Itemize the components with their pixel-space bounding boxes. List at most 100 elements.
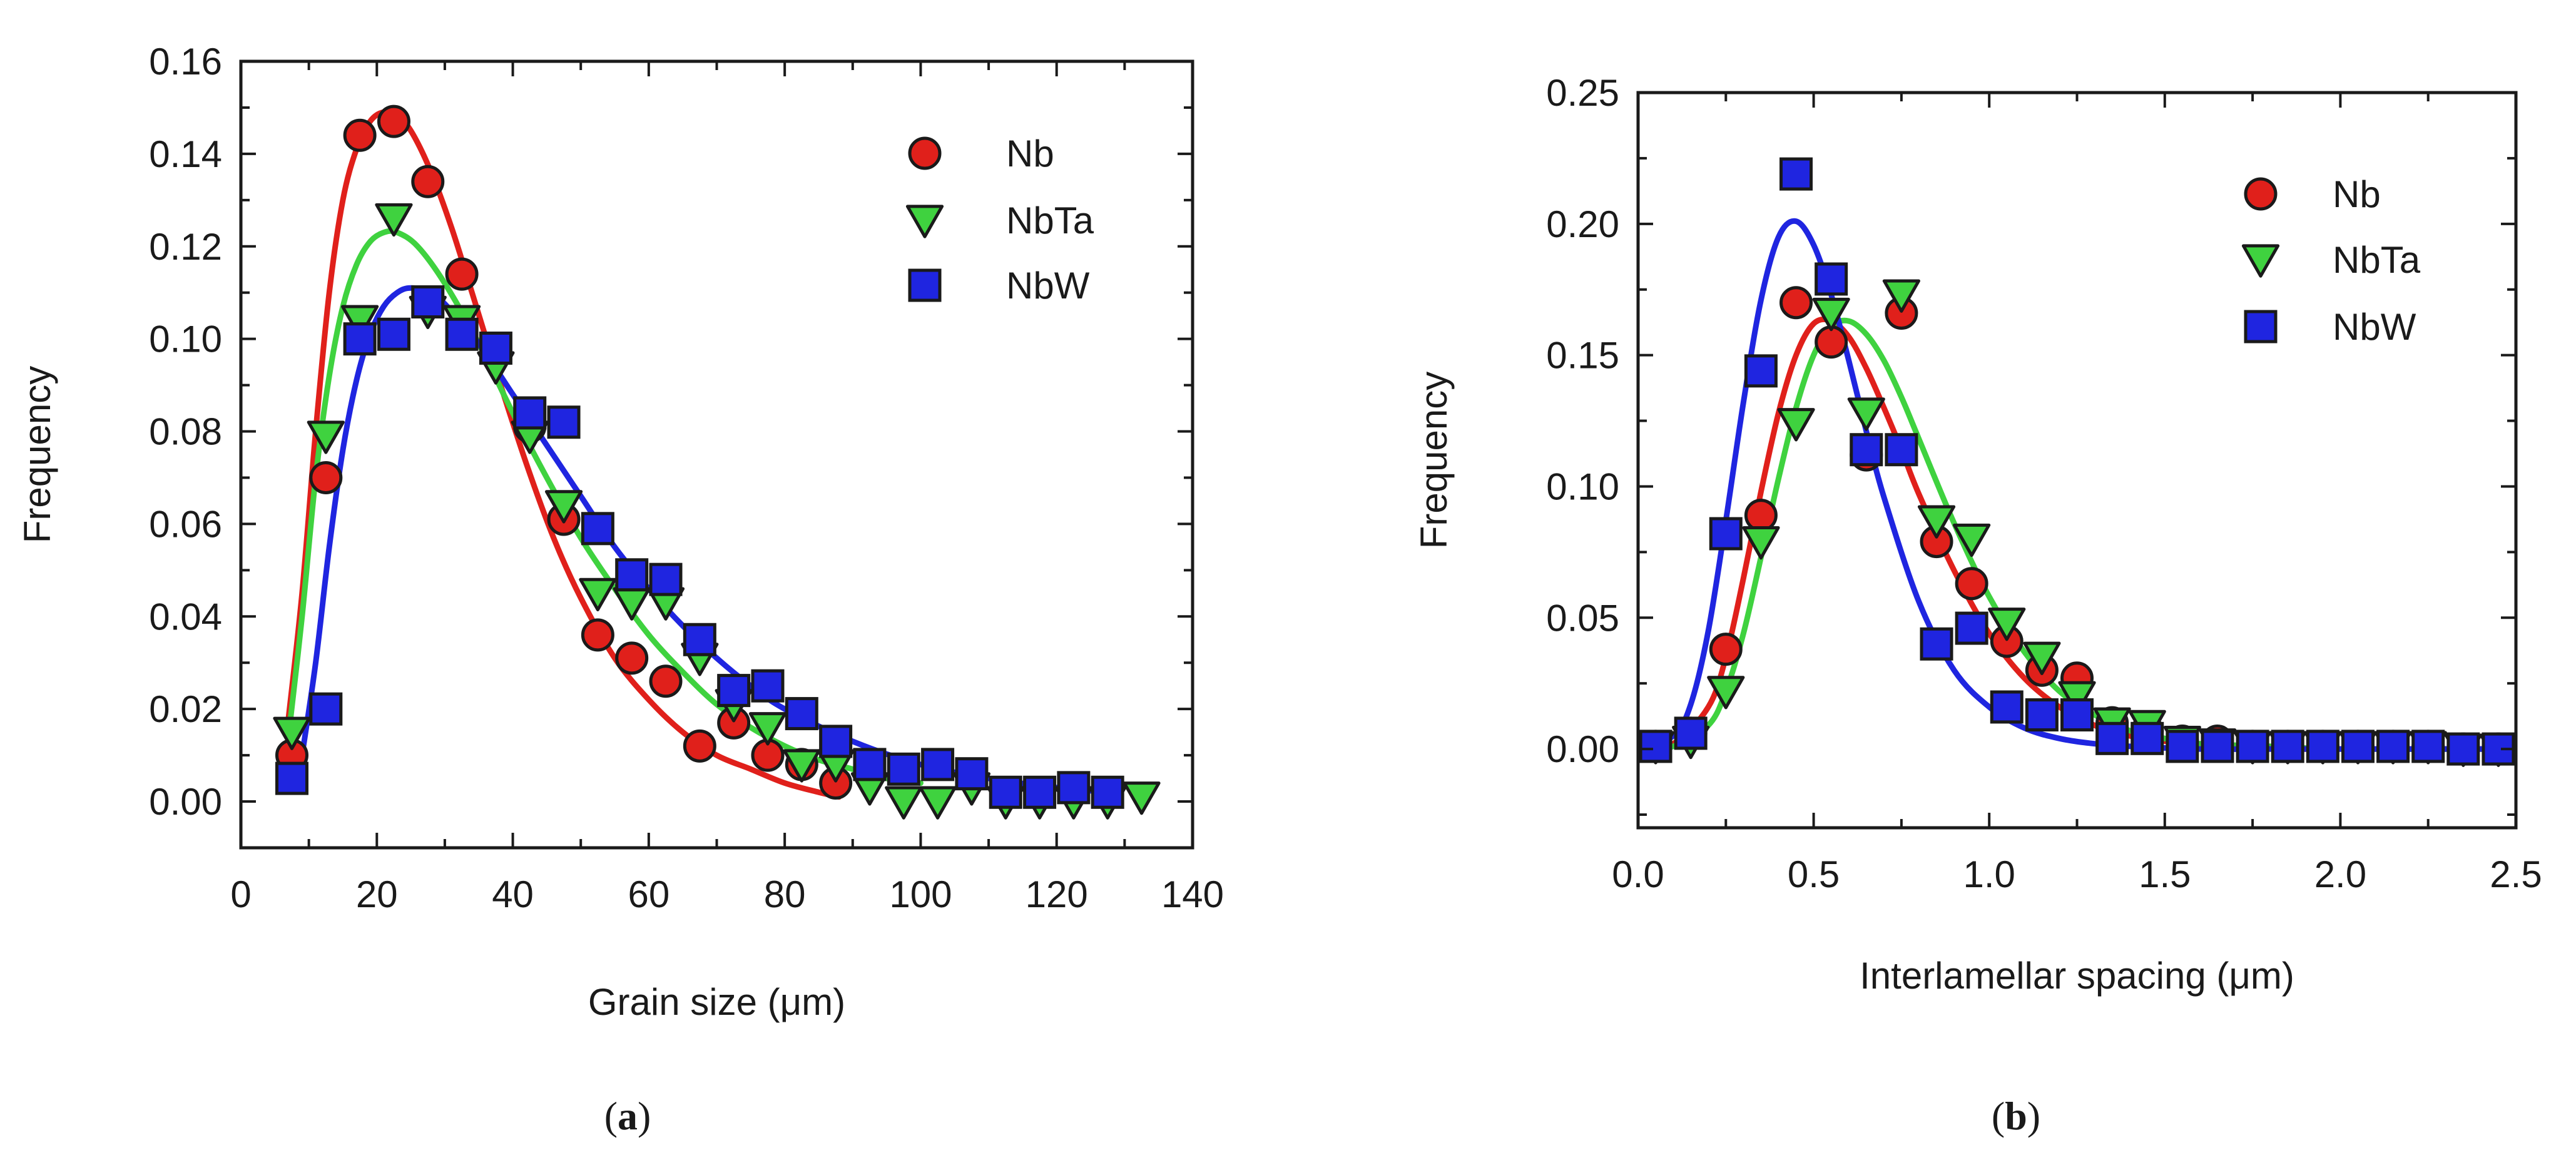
- data-point-a-nbw: [785, 697, 818, 731]
- legend-marker-a-nb: [908, 136, 942, 170]
- data-point-a-nbw: [1057, 771, 1091, 805]
- data-point-b-nbta: [1707, 676, 1745, 710]
- y-tick-label-b: 0.15: [1546, 335, 1619, 377]
- y-axis-title-b: Frequency: [1413, 372, 1455, 549]
- data-point-b-nbw: [1885, 433, 1918, 467]
- legend-marker-a-nbw: [908, 268, 942, 302]
- data-point-a-nbw: [377, 317, 410, 351]
- y-tick-label-b: 0.10: [1546, 465, 1619, 507]
- data-point-a-nbw: [615, 558, 649, 592]
- x-tick-label-b: 2.0: [2314, 853, 2366, 895]
- data-point-b-nbw: [2306, 730, 2339, 763]
- data-point-a-nbta: [375, 203, 413, 237]
- data-point-a-nbw: [887, 752, 920, 786]
- data-point-a-nbw: [955, 757, 989, 791]
- y-tick-label-b: 0.20: [1546, 203, 1619, 245]
- data-point-a-nbta: [307, 420, 345, 454]
- legend-label-b-nbw: NbW: [2333, 306, 2416, 348]
- legend-marker-b-nb: [2244, 177, 2278, 211]
- y-tick-label-a: 0.02: [149, 688, 222, 730]
- x-tick-label-a: 80: [764, 873, 806, 915]
- data-point-b-nbta: [1812, 297, 1850, 332]
- data-point-a-nbta: [579, 577, 617, 612]
- data-point-b-nb: [1955, 567, 1988, 601]
- data-point-b-nbw: [1744, 354, 1778, 388]
- data-point-a-nbw: [683, 623, 716, 656]
- data-point-a-nb: [683, 729, 716, 763]
- y-tick-label-a: 0.06: [149, 503, 222, 545]
- data-point-a-nbta: [273, 716, 311, 750]
- panel-caption-open-b: (: [1992, 1094, 2005, 1138]
- data-point-b-nb: [1815, 325, 1848, 359]
- data-point-a-nb: [581, 618, 614, 652]
- data-point-a-nbw: [717, 674, 751, 708]
- data-point-a-nbw: [581, 512, 614, 546]
- x-tick-label-b: 2.5: [2490, 853, 2542, 895]
- x-tick-label-b: 0.5: [1788, 853, 1840, 895]
- y-tick-label-a: 0.16: [149, 41, 222, 83]
- data-point-a-nbw: [989, 775, 1022, 809]
- panel-caption-close-a: ): [638, 1094, 651, 1138]
- legend-label-b-nbta: NbTa: [2333, 239, 2421, 281]
- chart-panel-b: 0.0 0.5 1.0 1.5 2.0 2.5 0.00 0.05 0.10 0.15 0.20 0.…: [1413, 72, 2542, 1138]
- data-point-b-nbta: [1777, 408, 1815, 442]
- y-tick-label-a: 0.08: [149, 411, 222, 453]
- legend-label-b-nb: Nb: [2333, 173, 2381, 215]
- data-point-a-nbta: [544, 490, 583, 524]
- panel-caption-letter-b: b: [2005, 1094, 2027, 1138]
- data-point-b-nb: [1779, 286, 1813, 320]
- data-point-a-nbw: [411, 285, 445, 318]
- data-point-a-nbta: [341, 305, 379, 338]
- data-point-b-nbta: [1847, 397, 1885, 431]
- data-point-b-nbw: [1639, 730, 1672, 763]
- data-point-a-nbw: [343, 322, 377, 356]
- data-point-b-nbta: [2058, 681, 2096, 715]
- legend-b: Nb NbTa NbW: [2241, 173, 2421, 348]
- data-point-b-nb: [1709, 633, 1743, 666]
- data-point-b-nbw: [2025, 698, 2059, 732]
- data-point-a-nbw: [751, 669, 785, 703]
- data-point-b-nbw: [1709, 517, 1743, 551]
- data-point-a-nbw: [547, 405, 581, 439]
- y-tick-label-a: 0.12: [149, 226, 222, 268]
- panel-caption-b: (b): [1992, 1094, 2040, 1138]
- legend-marker-b-nbta: [2241, 244, 2280, 278]
- data-point-b-nbta: [1742, 526, 1780, 560]
- data-point-a-nbw: [275, 761, 308, 795]
- data-point-a-nb: [649, 664, 683, 698]
- data-point-b-nbw: [1815, 262, 1848, 296]
- data-point-b-nbw: [2376, 730, 2410, 763]
- data-point-a-nbta: [885, 786, 923, 820]
- data-point-b-nbw: [1674, 716, 1708, 750]
- data-point-b-nbw: [2446, 732, 2480, 766]
- x-tick-label-a: 120: [1026, 873, 1088, 915]
- legend-marker-b-nbw: [2244, 310, 2278, 343]
- y-tick-label-a: 0.04: [149, 596, 222, 638]
- data-point-b-nbw: [2201, 730, 2234, 763]
- data-point-a-nb: [411, 165, 445, 198]
- y-tick-label-b: 0.05: [1546, 597, 1619, 639]
- data-point-a-nbw: [445, 317, 479, 351]
- x-tick-label-b: 1.0: [1963, 853, 2015, 895]
- data-point-a-nbw: [649, 562, 683, 596]
- data-point-a-nbta: [1123, 781, 1161, 815]
- data-point-b-nbta: [1988, 608, 2026, 641]
- data-point-b-nbta: [2023, 641, 2061, 675]
- data-point-b-nbw: [1990, 690, 2024, 724]
- data-point-b-nbw: [2131, 721, 2164, 755]
- data-point-a-nb: [377, 104, 410, 138]
- chart-panel-a: 0 20 40 60 80 100 120 140 0.00 0.02 0.04 0.06 0.08 0.…: [16, 41, 1224, 1138]
- legend-label-a-nb: Nb: [1006, 133, 1054, 175]
- x-tick-label-a: 100: [889, 873, 952, 915]
- data-point-a-nbw: [921, 748, 955, 781]
- data-point-a-nbta: [919, 786, 957, 820]
- legend-marker-a-nbta: [905, 205, 944, 238]
- panel-caption-a: (a): [604, 1094, 651, 1138]
- y-tick-label-b: 0.25: [1546, 72, 1619, 114]
- y-tick-label-b: 0.00: [1546, 728, 1619, 770]
- data-point-a-nbw: [513, 396, 547, 430]
- x-tick-label-a: 60: [628, 873, 669, 915]
- legend-a: Nb NbTa NbW: [905, 133, 1094, 307]
- y-tick-label-a: 0.10: [149, 318, 222, 360]
